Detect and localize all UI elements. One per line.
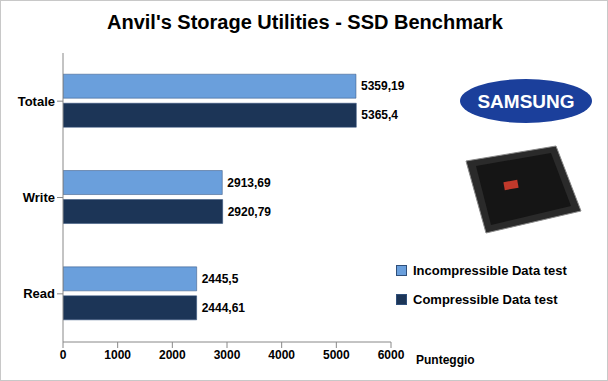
svg-text:4000: 4000 [268, 348, 295, 362]
svg-text:5359,19: 5359,19 [361, 79, 405, 93]
html-text:Punteggio: Punteggio [416, 353, 475, 367]
svg-text:1000: 1000 [104, 348, 131, 362]
svg-text:Write: Write [23, 190, 55, 205]
svg-text:2920,79: 2920,79 [228, 205, 272, 219]
svg-text:SAMSUNG: SAMSUNG [477, 91, 574, 112]
svg-text:2444,61: 2444,61 [202, 301, 246, 315]
svg-text:5000: 5000 [323, 348, 350, 362]
html-text:Anvil's Storage Utilities - SS: Anvil's Storage Utilities - SSD Benchmar… [107, 11, 503, 33]
html-text:Incompressible Data test: Incompressible Data test [413, 263, 567, 278]
svg-text:2000: 2000 [159, 348, 186, 362]
svg-text:Read: Read [23, 286, 55, 301]
svg-text:3000: 3000 [214, 348, 241, 362]
svg-text:2913,69: 2913,69 [227, 176, 271, 190]
svg-text:0: 0 [60, 348, 67, 362]
svg-text:2445,5: 2445,5 [202, 272, 239, 286]
html-text:Compressible Data test: Compressible Data test [413, 292, 558, 307]
svg-text:Totale: Totale [18, 94, 55, 109]
svg-text:5365,4: 5365,4 [361, 108, 398, 122]
svg-text:6000: 6000 [378, 348, 405, 362]
